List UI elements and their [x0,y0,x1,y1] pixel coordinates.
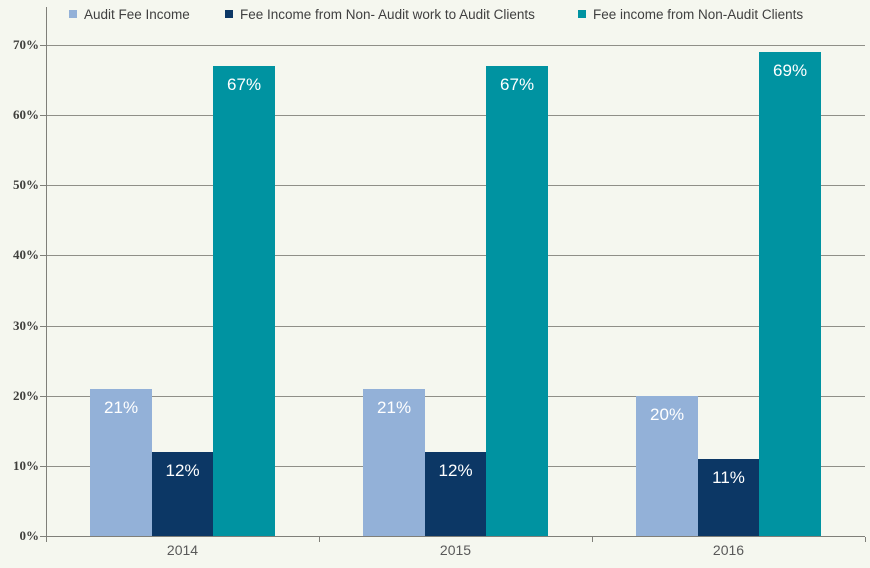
bar-value-label: 67% [500,75,535,94]
legend-swatch-icon [578,10,586,18]
bar-2014-series2 [151,451,214,536]
y-tick-40 [40,255,46,257]
bar-value-label: 21% [104,397,139,417]
y-tick-60 [40,115,46,117]
y-tick-20 [40,395,46,397]
y-tick-label: 20% [13,387,39,403]
gridline-20pct [46,395,865,397]
legend-swatch-icon [225,10,233,18]
legend-item-series3: Fee income from Non-Audit Clients [578,5,803,23]
bar-2016-series3 [759,52,821,536]
bar-value-label: 20% [650,404,685,424]
x-category-label-2015: 2015 [439,542,472,558]
x-category-label-2014: 2014 [166,542,199,558]
legend-label: Fee Income from Non- Audit work to Audit… [240,6,535,22]
legend-label: Audit Fee Income [84,6,190,22]
bar-value-label: 69% [773,61,808,80]
x-category-label-2016: 2016 [712,542,745,558]
y-tick-label: 70% [13,37,39,52]
gridline-60pct [46,115,865,117]
legend-label: Fee income from Non-Audit Clients [593,6,804,22]
y-tick-label: 10% [13,457,39,473]
gridline-40pct [46,255,865,257]
y-tick-30 [40,325,46,327]
legend-item-series1: Audit Fee Income [69,5,190,23]
bar-2016-series1 [636,395,698,536]
y-tick-label: 30% [13,317,39,333]
legend-item-series2: Fee Income from Non- Audit work to Audit… [225,5,535,23]
gridline-30pct [46,325,865,327]
bar-2014-series3 [213,66,275,536]
bar-value-label: 11% [712,467,745,487]
x-tick-1 [319,537,320,542]
bar-value-label: 12% [438,460,473,480]
x-tick-2 [592,537,593,542]
y-tick-label: 60% [13,107,39,123]
y-tick-10 [40,465,46,467]
x-tick-0 [46,537,47,542]
y-axis [46,7,47,536]
y-tick-label: 0% [19,528,40,543]
x-axis [40,536,865,537]
y-tick-label: 50% [13,177,39,193]
bar-value-label: 67% [227,75,262,94]
bar-2015-series2 [424,451,487,536]
y-tick-label: 40% [13,247,39,263]
bar-2015-series1 [363,388,425,536]
bar-value-label: 21% [377,397,412,417]
bar-2015-series3 [486,66,548,536]
bar-2014-series1 [90,388,152,536]
legend-swatch-icon [69,10,77,18]
x-tick-3 [865,537,866,542]
y-tick-0 [40,536,46,537]
bar-value-label: 12% [165,460,200,480]
bar-2016-series2 [697,458,760,536]
gridline-70pct [46,45,865,46]
y-tick-50 [40,185,46,187]
y-tick-70 [40,45,46,46]
gridline-50pct [46,185,865,187]
